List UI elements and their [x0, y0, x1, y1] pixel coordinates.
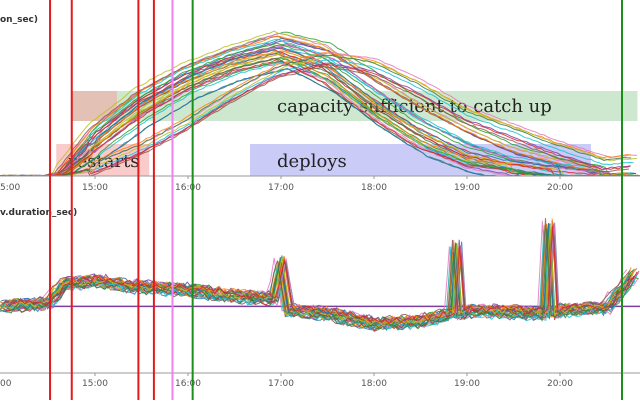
bottom-series-line: [5, 225, 638, 324]
top-series-line: [7, 58, 640, 177]
bottom-x-tick-label: 15:00: [82, 379, 108, 389]
annotation-label: deploys: [277, 151, 347, 172]
top-series-group: [0, 30, 640, 177]
bottom-x-tick-label: 16:00: [175, 379, 201, 389]
top-series-line: [0, 35, 630, 177]
bottom-x-tick-label: 18:00: [361, 379, 387, 389]
bottom-x-edge-tick: 00: [0, 379, 12, 389]
bottom-x-tick-label: 19:00: [454, 379, 480, 389]
top-x-tick-label: 19:00: [454, 183, 480, 193]
top-x-tick-label: 20:00: [547, 183, 573, 193]
annotation-band: [72, 91, 117, 121]
top-series-line: [0, 54, 632, 177]
top-x-edge-tick: 5:00: [0, 183, 20, 193]
top-series-line: [3, 46, 636, 177]
bottom-series-line: [0, 228, 632, 331]
top-series-line: [0, 32, 632, 177]
top-series-line: [5, 54, 637, 177]
top-panel-title: on_sec): [0, 15, 38, 25]
top-series-line: [0, 65, 629, 177]
top-series-line: [0, 63, 631, 177]
bottom-panel: v.duration_sec) 15:00 16:00 17:00 18:00 19:0…: [0, 208, 640, 389]
top-panel: on_sec) capacity sufficient to catch upr…: [0, 15, 640, 193]
bottom-series-group: [0, 218, 640, 332]
top-x-tick-label: 15:00: [82, 183, 108, 193]
event-markers: [49, 0, 623, 400]
top-x-ticks: 15:00 16:00 17:00 18:00 19:00 20:00: [82, 176, 573, 193]
top-x-tick-label: 16:00: [175, 183, 201, 193]
top-series-line: [0, 38, 630, 177]
top-series-line: [2, 59, 634, 177]
top-series-line: [8, 67, 640, 177]
top-series-line: [4, 40, 637, 177]
bottom-x-tick-label: 20:00: [547, 379, 573, 389]
top-series-line: [0, 30, 627, 177]
bottom-panel-title: v.duration_sec): [0, 208, 77, 218]
top-x-tick-label: 17:00: [268, 183, 294, 193]
top-x-tick-label: 18:00: [361, 183, 387, 193]
bottom-x-ticks: 15:00 16:00 17:00 18:00 19:00 20:00: [82, 373, 573, 389]
bottom-x-tick-label: 17:00: [268, 379, 294, 389]
